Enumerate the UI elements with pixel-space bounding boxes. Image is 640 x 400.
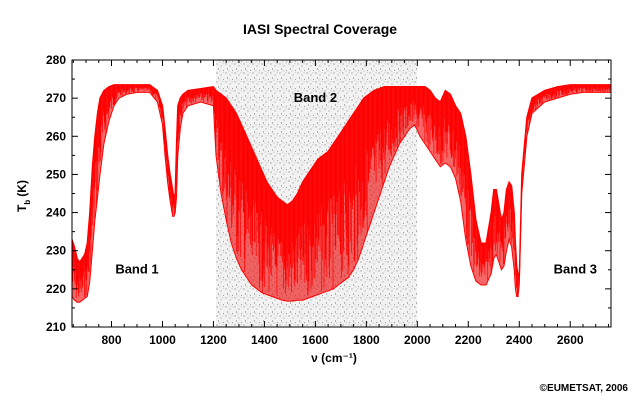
y-axis-label-main: T: [15, 204, 29, 212]
y-tick-label: 230: [46, 244, 66, 258]
x-tick-label: 1800: [353, 333, 380, 347]
x-tick-label: 2200: [455, 333, 482, 347]
x-tick-label: 1400: [251, 333, 278, 347]
y-tick-label: 250: [46, 167, 66, 181]
y-axis-label-unit: (K): [15, 180, 29, 197]
y-tick-label: 220: [46, 282, 66, 296]
y-axis-label: Tb (K): [15, 180, 32, 212]
chart-title: IASI Spectral Coverage: [243, 21, 397, 37]
x-tick-label: 1200: [200, 333, 227, 347]
series-upper-line: [72, 84, 611, 278]
y-tick-label: 260: [46, 129, 66, 143]
x-axis-ticks: 800 1000 1200 1400 1600 1800 2000 2200 2400 2600: [72, 60, 609, 347]
band-2-label: Band 2: [294, 90, 337, 105]
svg-text:Tb(K): Tb (K): [15, 180, 32, 212]
x-tick-label: 1000: [149, 333, 176, 347]
y-tick-label: 280: [46, 53, 66, 67]
copyright-notice: ©EUMETSAT, 2006: [540, 383, 629, 394]
x-axis-label: ν (cm⁻¹): [311, 351, 357, 365]
band-3-label: Band 3: [554, 262, 597, 277]
x-tick-label: 800: [101, 333, 121, 347]
y-axis-ticks: 210 220 230 240 250 260 270 280: [46, 53, 611, 334]
y-axis-label-sub: b: [23, 200, 32, 205]
y-tick-label: 270: [46, 91, 66, 105]
x-tick-label: 2000: [404, 333, 431, 347]
y-tick-label: 240: [46, 206, 66, 220]
x-tick-label: 2600: [557, 333, 584, 347]
series-lower-line: [72, 91, 611, 303]
x-tick-label: 2400: [506, 333, 533, 347]
band-1-label: Band 1: [115, 262, 158, 277]
y-tick-label: 210: [46, 320, 66, 334]
x-tick-label: 1600: [302, 333, 329, 347]
